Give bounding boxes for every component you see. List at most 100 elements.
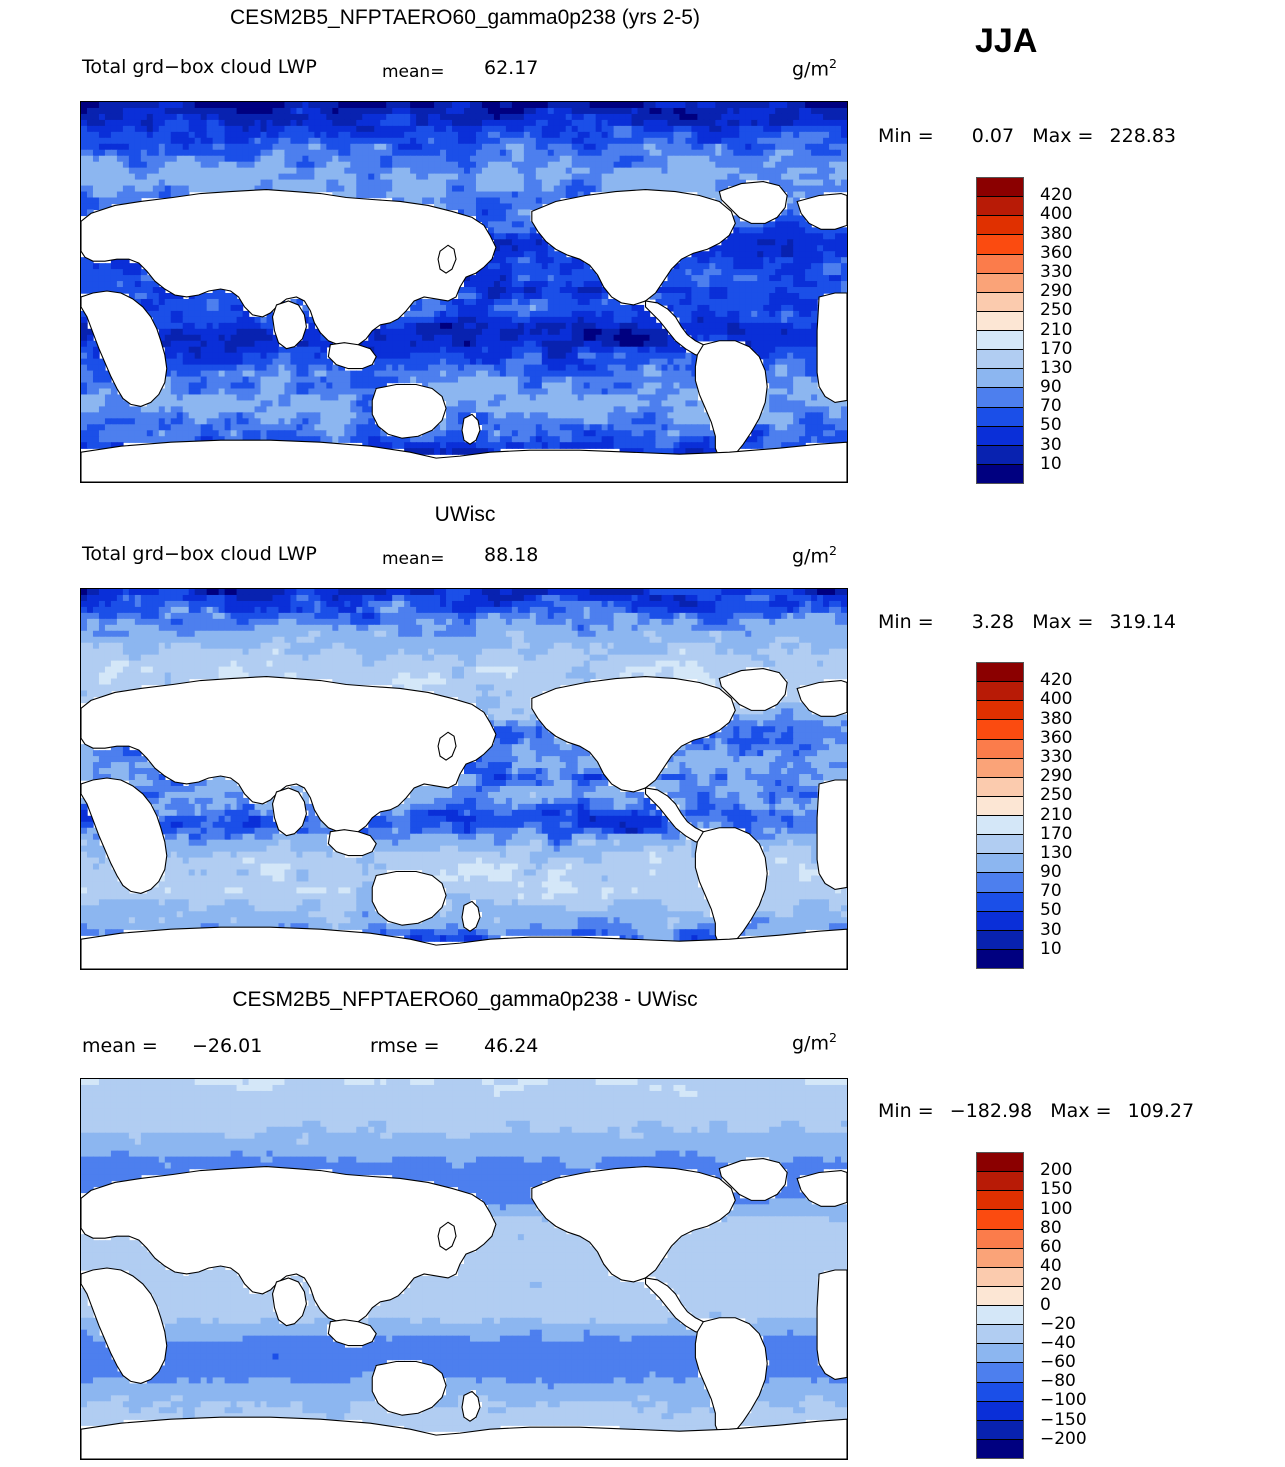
coastlines [81, 1158, 847, 1459]
panel-2-units-text: g/m [792, 545, 829, 568]
colorbar-tick-label: 30 [1040, 434, 1062, 455]
colorbar-tick-label: 0 [1040, 1294, 1051, 1315]
colorbar-ticks-panel-1: 420 400 380 360 330 290 250 210 170 130 90 70 50 30 10 [1040, 177, 1150, 484]
panel-1-max-value: 228.83 [1109, 125, 1177, 147]
panel-1-field-label: Total grd−box cloud LWP [82, 56, 317, 78]
colorbar-band-2 [977, 1191, 1023, 1211]
colorbar-tick-label: 30 [1040, 919, 1062, 940]
panel-1-units-exp: 2 [828, 56, 837, 71]
panel-3-minmax: Min = −182.98 Max = 109.27 [878, 1100, 1194, 1122]
map-3-svg [81, 1079, 847, 1459]
colorbar-band-9 [977, 350, 1023, 370]
colorbar-tick-label: 250 [1040, 785, 1073, 806]
colorbar-band-4 [977, 739, 1023, 759]
data-field [81, 102, 847, 455]
colorbar-band-13 [977, 1401, 1023, 1421]
coastlines [81, 668, 847, 969]
panel-3-units: g/m2 [792, 1030, 837, 1054]
panel-1-title: CESM2B5_NFPTAERO60_gamma0p238 (yrs 2-5) [230, 6, 700, 29]
map-2-svg [81, 589, 847, 969]
colorbar-band-14 [977, 1420, 1023, 1440]
map-1-svg [81, 102, 847, 482]
colorbar-band-9 [977, 835, 1023, 855]
colorbar-band-3 [977, 1210, 1023, 1230]
colorbar-band-5 [977, 758, 1023, 778]
colorbar-tick-label: 90 [1040, 862, 1062, 883]
colorbar-band-8 [977, 816, 1023, 836]
panel-3-rmse-label: rmse = [370, 1035, 440, 1057]
colorbar-tick-label: 210 [1040, 319, 1073, 340]
colorbar-tick-label: 40 [1040, 1256, 1062, 1277]
panel-3-units-exp: 2 [828, 1030, 837, 1045]
colorbar-band-8 [977, 331, 1023, 351]
colorbar-tick-label: −80 [1040, 1371, 1076, 1392]
colorbar-tick-label: 200 [1040, 1160, 1073, 1181]
colorbar-tick-label: 360 [1040, 727, 1073, 748]
colorbar-tick-label: −20 [1040, 1313, 1076, 1334]
colorbar-band-7 [977, 796, 1023, 816]
colorbar-tick-label: 150 [1040, 1179, 1073, 1200]
panel-3-units-text: g/m [792, 1032, 829, 1055]
panel-1-units-text: g/m [792, 58, 829, 81]
colorbar-tick-label: 60 [1040, 1236, 1062, 1257]
colorbar-tick-label: 170 [1040, 338, 1073, 359]
colorbar-band-4 [977, 254, 1023, 274]
colorbar-band-14 [977, 930, 1023, 950]
colorbar-panel-3 [976, 1152, 1024, 1459]
panel-1-minmax: Min = 0.07 Max = 228.83 [878, 125, 1176, 147]
colorbar-tick-label: 130 [1040, 842, 1073, 863]
colorbar-ticks-panel-2: 420 400 380 360 330 290 250 210 170 130 90 70 50 30 10 [1040, 662, 1150, 969]
colorbar-band-4 [977, 1229, 1023, 1249]
colorbar-ticks-panel-3: 200 150 100 80 60 40 20 0 −20 −40 −60 −80 −100 −150 −2… [1040, 1152, 1150, 1459]
panel-1-units: g/m2 [792, 56, 837, 80]
colorbar-tick-label: 330 [1040, 746, 1073, 767]
colorbar-tick-label: 250 [1040, 300, 1073, 321]
colorbar-tick-label: 10 [1040, 453, 1062, 474]
season-label: JJA [975, 22, 1038, 60]
colorbar-tick-label: 360 [1040, 242, 1073, 263]
panel-1-min-label: Min = [878, 125, 934, 147]
colorbar-tick-label: 400 [1040, 689, 1073, 710]
colorbar-band-15 [977, 464, 1023, 483]
colorbar-band-3 [977, 235, 1023, 255]
colorbar-band-5 [977, 273, 1023, 293]
colorbar-tick-label: 420 [1040, 185, 1073, 206]
colorbar-band-15 [977, 949, 1023, 968]
colorbar-band-10 [977, 369, 1023, 389]
colorbar-band-1 [977, 197, 1023, 217]
panel-3-max-label: Max = [1050, 1100, 1112, 1122]
colorbar-tick-label: 70 [1040, 396, 1062, 417]
panel-3-mean-label: mean = [82, 1035, 158, 1057]
panel-3-min-value: −182.98 [949, 1100, 1033, 1122]
colorbar-band-9 [977, 1325, 1023, 1345]
colorbar-band-6 [977, 1267, 1023, 1287]
panel-2-title: UWisc [434, 503, 496, 526]
colorbar-band-10 [977, 854, 1023, 874]
colorbar-tick-label: 290 [1040, 766, 1073, 787]
coastlines [81, 181, 847, 482]
map-panel-1[interactable] [80, 101, 848, 483]
colorbar-tick-label: 400 [1040, 204, 1073, 225]
colorbar-tick-label: 90 [1040, 377, 1062, 398]
colorbar-band-7 [977, 1286, 1023, 1306]
panel-2-minmax: Min = 3.28 Max = 319.14 [878, 611, 1176, 633]
colorbar-tick-label: 70 [1040, 881, 1062, 902]
panel-1-mean-value: 62.17 [484, 57, 539, 79]
colorbar-band-6 [977, 777, 1023, 797]
colorbar-panel-2 [976, 662, 1024, 969]
colorbar-tick-label: 100 [1040, 1198, 1073, 1219]
panel-3-rmse-value: 46.24 [484, 1035, 539, 1057]
colorbar-band-14 [977, 445, 1023, 465]
colorbar-tick-label: 80 [1040, 1217, 1062, 1238]
colorbar-tick-label: −150 [1040, 1409, 1087, 1430]
map-panel-2[interactable] [80, 588, 848, 970]
panel-2-max-value: 319.14 [1109, 611, 1177, 633]
panel-2-mean-label: mean= [382, 549, 445, 569]
panel-2-units: g/m2 [792, 543, 837, 567]
colorbar-band-12 [977, 1382, 1023, 1402]
colorbar-band-2 [977, 701, 1023, 721]
colorbar-tick-label: 380 [1040, 223, 1073, 244]
colorbar-band-1 [977, 682, 1023, 702]
map-panel-3[interactable] [80, 1078, 848, 1460]
panel-2-units-exp: 2 [828, 543, 837, 558]
